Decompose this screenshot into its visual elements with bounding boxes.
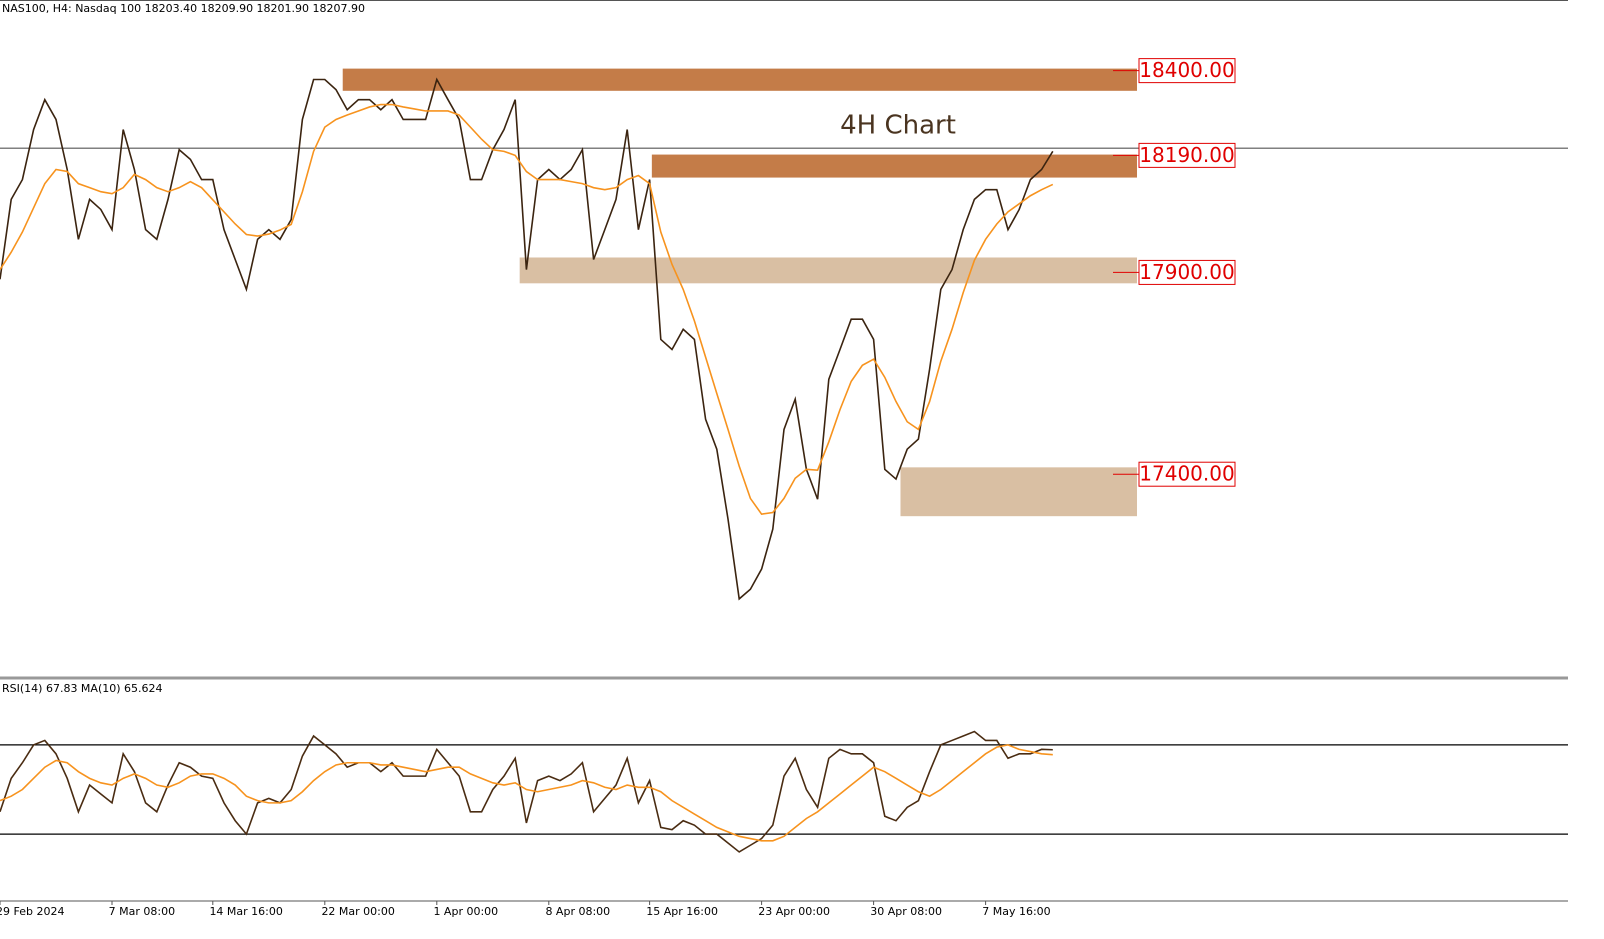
x-tick-label: 29 Feb 2024 [0,905,64,918]
series-line [0,77,1054,601]
level-box [1138,142,1236,168]
annotation: 4H Chart [840,111,956,141]
zone [900,467,1137,517]
x-tick-label: 1 Apr 00:00 [433,905,498,918]
level-label: 18400.00 [1139,58,1234,82]
rsi-title: RSI(14) 67.83 MA(10) 65.624 [2,682,163,695]
zone [342,68,1138,91]
x-tick-label: 15 Apr 16:00 [646,905,718,918]
x-tick-label: 8 Apr 08:00 [545,905,610,918]
x-tick-label: 14 Mar 16:00 [209,905,282,918]
zone [651,154,1137,178]
level-label: 17400.00 [1139,462,1234,486]
x-tick-label: 7 Mar 08:00 [109,905,175,918]
chart-title: NAS100, H4: Nasdaq 100 18203.40 18209.90… [2,2,365,15]
series-line [0,103,1054,516]
level-label: 18190.00 [1139,143,1234,167]
x-tick-label: 30 Apr 08:00 [870,905,942,918]
x-tick-label: 22 Mar 00:00 [321,905,394,918]
series-line [0,730,1053,853]
series-line [0,744,1053,842]
x-tick-label: 23 Apr 00:00 [758,905,830,918]
level-box [1138,461,1236,487]
level-box [1138,58,1236,84]
x-tick-label: 7 May 16:00 [982,905,1050,918]
level-label: 17900.00 [1139,260,1234,284]
level-box [1138,259,1236,285]
zone [519,257,1137,284]
